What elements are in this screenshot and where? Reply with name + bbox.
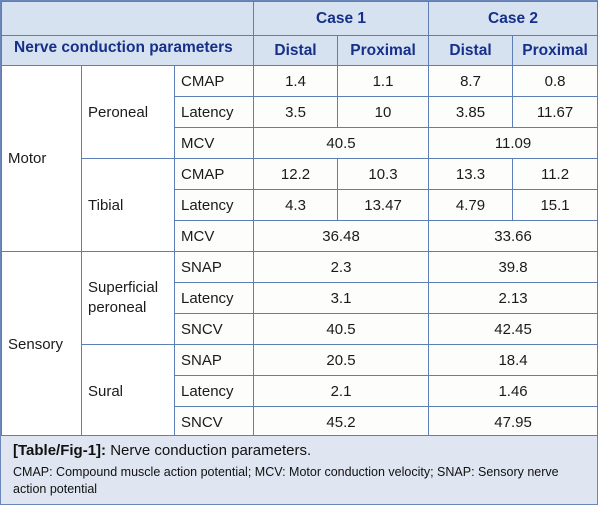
cell-value: 12.2 (253, 158, 339, 190)
cell-value: 2.1 (253, 375, 430, 407)
header-case2-proximal: Proximal (512, 35, 598, 66)
cell-value: 10 (337, 96, 430, 128)
cell-value: 8.7 (428, 65, 514, 97)
param-label: MCV (173, 127, 255, 159)
param-label: CMAP (173, 158, 255, 190)
cell-value: 15.1 (512, 189, 598, 221)
cell-value: 40.5 (253, 127, 430, 159)
cell-value: 4.3 (253, 189, 339, 221)
group-sensory: Sensory (1, 251, 82, 438)
param-label: SNAP (173, 344, 255, 376)
header-blank (0, 1, 255, 36)
param-label: SNCV (173, 313, 255, 345)
cell-value: 11.2 (512, 158, 598, 190)
cell-value: 3.1 (253, 282, 430, 314)
param-label: Latency (173, 375, 255, 407)
header-case2-distal: Distal (428, 35, 514, 66)
group-motor: Motor (1, 65, 82, 252)
caption-tag: [Table/Fig-1]: (13, 442, 107, 459)
param-label: SNCV (173, 406, 255, 438)
header-case1-distal: Distal (253, 35, 339, 66)
param-label: Latency (173, 189, 255, 221)
header-parameters: Nerve conduction parameters (0, 35, 255, 66)
cell-value: 4.79 (428, 189, 514, 221)
nerve-sural: Sural (81, 344, 175, 438)
cell-value: 3.5 (253, 96, 339, 128)
cell-value: 36.48 (253, 220, 430, 252)
nerve-peroneal: Peroneal (81, 65, 175, 159)
cell-value: 39.8 (428, 251, 598, 283)
cell-value: 1.4 (253, 65, 339, 97)
caption-abbreviations: CMAP: Compound muscle action potential; … (13, 465, 559, 496)
param-label: SNAP (173, 251, 255, 283)
header-case1-proximal: Proximal (337, 35, 430, 66)
nerve-conduction-table: Case 1 Case 2 Nerve conduction parameter… (0, 1, 598, 438)
header-case2: Case 2 (428, 1, 598, 36)
cell-value: 45.2 (253, 406, 430, 438)
cell-value: 10.3 (337, 158, 430, 190)
param-label: Latency (173, 282, 255, 314)
cell-value: 13.3 (428, 158, 514, 190)
cell-value: 33.66 (428, 220, 598, 252)
cell-value: 11.09 (428, 127, 598, 159)
cell-value: 40.5 (253, 313, 430, 345)
table-caption: [Table/Fig-1]: Nerve conduction paramete… (1, 435, 597, 504)
cell-value: 1.1 (337, 65, 430, 97)
cell-value: 2.3 (253, 251, 430, 283)
cell-value: 1.46 (428, 375, 598, 407)
cell-value: 47.95 (428, 406, 598, 438)
caption-title-text: Nerve conduction parameters. (110, 442, 312, 459)
cell-value: 42.45 (428, 313, 598, 345)
cell-value: 20.5 (253, 344, 430, 376)
cell-value: 18.4 (428, 344, 598, 376)
nerve-tibial: Tibial (81, 158, 175, 252)
param-label: MCV (173, 220, 255, 252)
cell-value: 0.8 (512, 65, 598, 97)
cell-value: 11.67 (512, 96, 598, 128)
cell-value: 2.13 (428, 282, 598, 314)
cell-value: 13.47 (337, 189, 430, 221)
cell-value: 3.85 (428, 96, 514, 128)
param-label: CMAP (173, 65, 255, 97)
nerve-superficial-peroneal: Superficial peroneal (81, 251, 175, 345)
param-label: Latency (173, 96, 255, 128)
header-case1: Case 1 (253, 1, 430, 36)
caption-title: [Table/Fig-1]: Nerve conduction paramete… (13, 441, 585, 461)
